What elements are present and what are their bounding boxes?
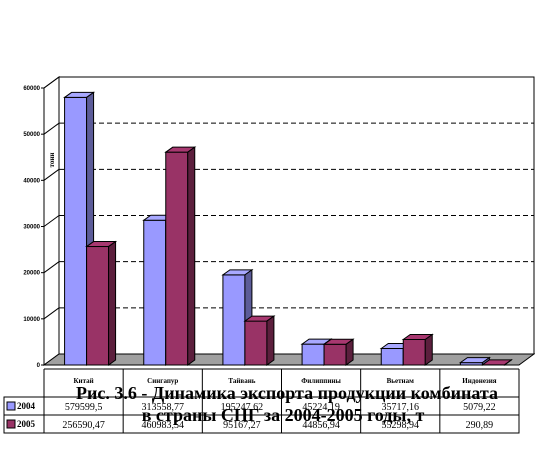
data-label: 44856,94	[302, 420, 340, 431]
bar-front	[86, 246, 110, 366]
bar-front	[165, 151, 189, 366]
y-axis-ticks: 0 10000 20000 30000 40000 50000 60000	[23, 86, 44, 369]
bar-side	[187, 146, 196, 366]
chart-caption-line-2: в страны СНГ за 2004-2005 годы, т	[142, 405, 425, 425]
bar-front	[323, 343, 347, 366]
data-label: 95167,27	[223, 420, 261, 431]
y-tick-label: 40000	[23, 178, 40, 184]
bar-side	[503, 358, 512, 366]
legend-label: 2004	[17, 401, 36, 411]
gridline-slant	[43, 261, 60, 274]
bar-2005-0	[85, 240, 118, 366]
legend-swatch	[6, 401, 16, 411]
bar-side	[424, 333, 433, 366]
data-label: 35717,16	[382, 402, 420, 413]
y-tick-label: 50000	[23, 132, 40, 138]
bar-front	[380, 348, 404, 366]
data-label: 290,89	[466, 420, 494, 431]
y-tick-label: 60000	[23, 86, 40, 92]
data-label: 313558,77	[142, 402, 185, 413]
bar-front	[244, 320, 268, 366]
data-label: 579599,5	[65, 402, 103, 413]
bar-front	[64, 96, 88, 366]
data-label: 195247,62	[221, 402, 264, 413]
bar-side	[266, 315, 275, 366]
data-table: Китай Сингапур Тайвань Филиппины Вьетнам Индо…	[3, 368, 520, 434]
bar-2005-5	[480, 358, 513, 366]
y-tick-label: 30000	[23, 225, 40, 231]
x-category-label: Сингапур	[147, 377, 178, 385]
bar-2005-3	[322, 338, 355, 366]
gridline-slant	[43, 307, 60, 320]
gridline-slant	[43, 215, 60, 227]
bars	[63, 91, 513, 366]
data-label: 460983,54	[142, 420, 185, 431]
data-label: 45224,19	[302, 402, 340, 413]
chart-caption-line-1: Рис. 3.6 - Динамика экспорта продукции к…	[76, 383, 498, 403]
bar-front	[402, 338, 426, 366]
bar-front	[301, 343, 325, 366]
x-category-label: Тайвань	[228, 377, 255, 385]
gridlines	[43, 76, 534, 320]
bar-front	[222, 274, 246, 366]
y-tick-label: 0	[37, 363, 41, 369]
bar-side	[108, 240, 117, 366]
x-category-label: Индонезия	[462, 377, 497, 385]
gridline-slant	[43, 168, 60, 181]
y-axis-label: тонн	[48, 153, 56, 168]
data-label: 256590,47	[62, 420, 105, 431]
gridline-slant	[43, 122, 60, 135]
chart-walls	[43, 76, 535, 366]
bar-2005-1	[164, 146, 197, 366]
legend-label: 2005	[17, 419, 36, 429]
y-tick-label: 20000	[23, 271, 40, 277]
data-label: 55298,94	[382, 420, 420, 431]
bar-front	[143, 219, 167, 366]
bar-side	[345, 338, 354, 366]
bar-2005-4	[401, 333, 434, 366]
x-category-label: Китай	[73, 377, 93, 385]
gridline-slant	[43, 76, 60, 89]
y-tick-label: 10000	[23, 317, 40, 323]
bar-2005-2	[243, 315, 276, 366]
x-category-label: Филиппины	[301, 377, 341, 385]
legend-swatch	[6, 419, 16, 429]
data-label: 5079,22	[463, 402, 496, 413]
x-category-label: Вьетнам	[387, 377, 414, 385]
